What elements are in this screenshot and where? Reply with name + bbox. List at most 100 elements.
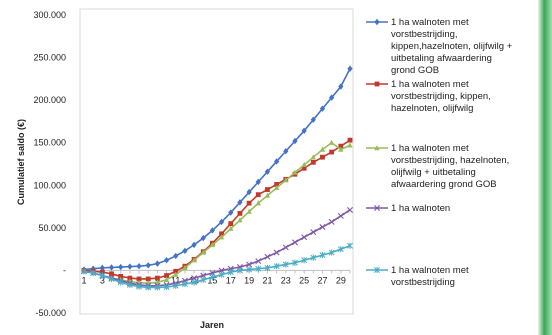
legend-label: kippen,hazelnoten, olijfwilg +: [391, 41, 513, 52]
data-point: [328, 218, 335, 225]
data-point: [163, 283, 170, 291]
data-point: [347, 65, 353, 72]
data-point: [90, 269, 97, 277]
data-point: [108, 264, 115, 271]
data-point: [255, 258, 262, 265]
data-point: [108, 275, 115, 283]
y-tick-label: 300.000: [33, 10, 66, 20]
data-point: [228, 221, 234, 226]
data-point: [292, 259, 298, 266]
series-2: [81, 137, 353, 282]
data-point: [236, 267, 243, 274]
x-axis-label: Jaren: [200, 320, 224, 330]
data-point: [209, 269, 216, 276]
x-tick-label: 25: [299, 275, 309, 285]
data-point: [200, 249, 206, 255]
x-tick-label: 27: [317, 275, 327, 285]
data-point: [81, 268, 87, 275]
y-tick-label: -: [63, 265, 66, 275]
legend-label: 1 ha walnoten met: [391, 17, 469, 28]
data-point: [182, 247, 188, 255]
data-point: [282, 261, 289, 268]
legend-entry-4: 1 ha walnoten: [366, 203, 450, 214]
data-point: [99, 264, 105, 272]
data-point: [310, 159, 316, 165]
data-point: [154, 284, 161, 291]
x-tick-label: 29: [336, 275, 346, 285]
x-tick-label: 21: [262, 275, 272, 285]
data-point: [164, 273, 169, 278]
data-point: [310, 229, 317, 236]
data-point: [255, 265, 262, 272]
data-point: [181, 280, 188, 288]
data-point: [320, 154, 325, 160]
y-tick-label: 100.000: [33, 180, 66, 190]
data-point: [136, 262, 142, 270]
data-point: [246, 188, 252, 196]
data-point: [154, 279, 160, 285]
series-5: [81, 242, 353, 291]
data-point: [319, 146, 326, 152]
data-point: [273, 263, 280, 270]
data-point: [301, 127, 307, 134]
data-point: [126, 281, 133, 289]
data-point: [191, 241, 197, 249]
data-point: [329, 149, 335, 155]
data-point: [200, 276, 207, 283]
data-point: [173, 252, 179, 260]
data-point: [246, 266, 253, 273]
data-point: [301, 161, 307, 168]
data-point: [191, 279, 198, 286]
y-tick-label: 50.000: [38, 223, 66, 233]
legend: 1 ha walnoten metvorstbestrijding,kippen…: [366, 17, 513, 288]
data-point: [274, 158, 280, 165]
data-point: [274, 184, 280, 191]
data-point: [347, 242, 353, 249]
series-line: [83, 244, 351, 289]
data-point: [191, 275, 198, 282]
legend-label: 1 ha walnoten met: [391, 143, 469, 154]
data-point: [127, 263, 133, 270]
data-point: [218, 218, 225, 226]
data-point: [118, 263, 124, 271]
x-tick-label: 19: [244, 275, 254, 285]
data-point: [319, 224, 326, 230]
data-point: [109, 271, 114, 277]
y-tick-label: 150.000: [33, 138, 66, 148]
legend-entry-1: 1 ha walnoten metvorstbestrijding,kippen…: [366, 17, 513, 76]
data-point: [337, 212, 344, 219]
data-point: [273, 249, 280, 256]
data-point: [374, 81, 380, 87]
data-point: [338, 143, 344, 149]
data-point: [173, 268, 179, 274]
data-point: [237, 199, 243, 206]
data-point: [246, 200, 252, 206]
data-point: [301, 165, 307, 171]
data-point: [136, 283, 142, 290]
data-point: [163, 276, 170, 282]
x-tick-label: 23: [281, 275, 291, 285]
data-point: [374, 205, 380, 211]
data-point: [200, 234, 206, 242]
data-point: [264, 253, 271, 260]
data-point: [209, 227, 216, 234]
legend-label: 1 ha walnoten met: [391, 265, 469, 276]
data-point: [218, 267, 225, 274]
x-tick-label: 1: [81, 275, 86, 285]
data-point: [301, 234, 308, 241]
data-point: [145, 276, 151, 282]
data-point: [209, 241, 216, 248]
data-point: [329, 94, 335, 101]
data-point: [338, 83, 344, 90]
y-axis-label: Cumulatief saldo (€): [16, 119, 26, 205]
data-point: [310, 154, 316, 160]
y-axis: -50.000-50.000100.000150.000200.000250.0…: [33, 10, 66, 318]
data-point: [292, 169, 298, 175]
data-point: [328, 249, 335, 256]
x-tick-label: 3: [100, 275, 105, 285]
data-point: [154, 275, 160, 281]
data-point: [191, 257, 197, 263]
data-point: [237, 210, 243, 216]
plot-frame: [79, 8, 354, 315]
